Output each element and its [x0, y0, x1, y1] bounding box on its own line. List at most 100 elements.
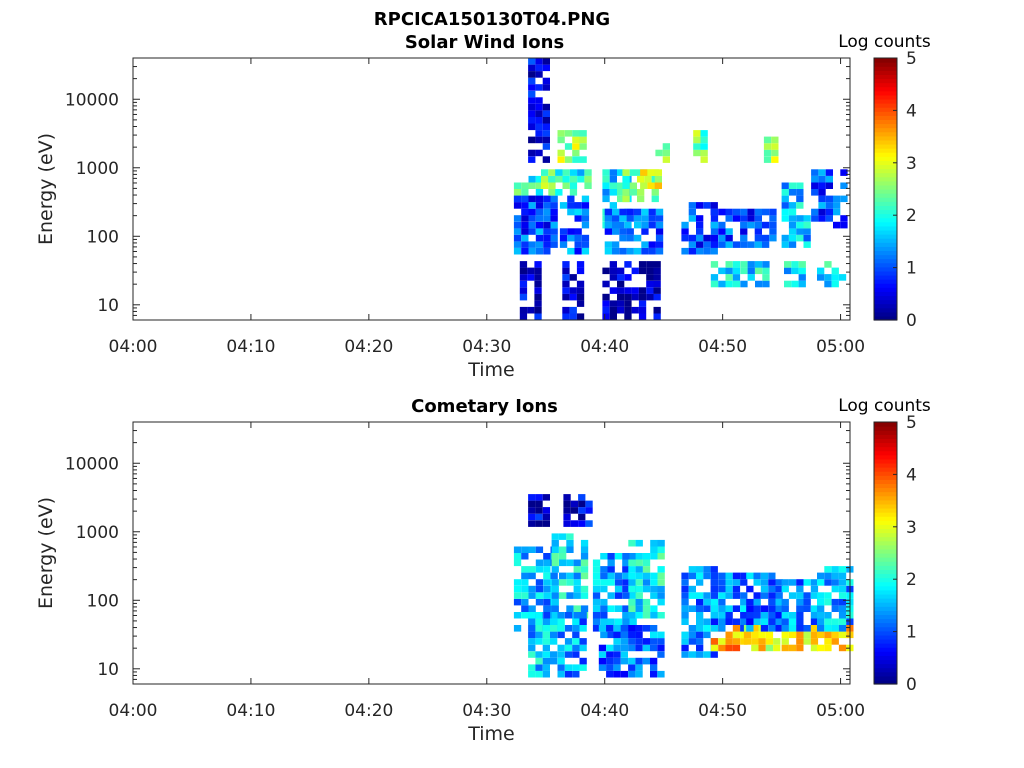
heatmap-cell: [612, 208, 620, 216]
heatmap-cell: [725, 234, 733, 242]
heatmap-cell: [580, 572, 589, 580]
heatmap-cell: [635, 566, 643, 573]
heatmap-cell: [653, 280, 661, 288]
heatmap-cell: [528, 625, 536, 632]
heatmap-cell: [710, 215, 719, 222]
heatmap-cell: [653, 306, 661, 314]
heatmap-cell: [791, 261, 799, 268]
colorbar-segment: [874, 139, 897, 145]
heatmap-cell: [569, 287, 577, 294]
panel-title: Solar Wind Ions: [405, 32, 564, 53]
heatmap-cell: [824, 592, 832, 599]
heatmap-cell: [833, 195, 841, 203]
heatmap-cell: [513, 592, 522, 599]
heatmap-cell: [535, 175, 544, 183]
heatmap-cell: [564, 638, 573, 645]
heatmap-cell: [831, 572, 839, 580]
heatmap-cell: [624, 300, 632, 307]
heatmap-cell: [567, 202, 575, 209]
heatmap-cell: [740, 592, 748, 599]
heatmap-cell: [796, 625, 804, 632]
axes-box: [132, 57, 851, 321]
y-tick-label: 100: [87, 591, 119, 611]
heatmap-cell: [551, 533, 559, 540]
heatmap-cell: [825, 202, 833, 209]
heatmap-cell: [617, 274, 625, 281]
heatmap-cell: [622, 559, 630, 567]
heatmap-cell: [654, 169, 662, 176]
heatmap-cell: [559, 546, 567, 553]
colorbar-segment: [874, 598, 897, 603]
heatmap-cell: [628, 657, 636, 665]
heatmap-cell: [696, 625, 704, 632]
heatmap-cell: [573, 612, 581, 619]
heatmap-cell: [638, 300, 647, 307]
heatmap-cell: [541, 175, 549, 183]
heatmap-cell: [635, 631, 643, 639]
heatmap-cell: [543, 572, 551, 580]
colorbar-segment: [874, 614, 897, 620]
colorbar-segment: [874, 184, 897, 190]
heatmap-cell: [696, 579, 704, 586]
heatmap-cell: [817, 631, 825, 639]
heatmap-cell: [629, 592, 637, 599]
heatmap-cell: [781, 189, 789, 196]
heatmap-cell: [528, 195, 536, 203]
heatmap-cell: [572, 638, 580, 645]
colorbar-segment: [874, 107, 897, 112]
heatmap-cell: [710, 592, 719, 599]
colorbar-segment: [874, 172, 897, 178]
colorbar-segment: [874, 143, 897, 149]
heatmap-cell: [817, 572, 825, 580]
heatmap-cell: [535, 202, 544, 209]
heatmap-cell: [602, 306, 610, 314]
heatmap-cell: [703, 651, 711, 658]
heatmap-cell: [740, 625, 748, 632]
heatmap-cell: [833, 208, 841, 216]
heatmap-cell: [681, 592, 689, 599]
heatmap-cell: [562, 267, 570, 275]
heatmap-cell: [602, 169, 610, 176]
colorbar-segment: [874, 70, 897, 75]
heatmap-cell: [542, 631, 550, 639]
heatmap-cell: [519, 293, 528, 301]
heatmap-cell: [562, 287, 570, 294]
heatmap-cell: [557, 612, 565, 619]
heatmap-cell: [700, 136, 708, 144]
colorbar-segment: [874, 246, 897, 251]
heatmap-cell: [550, 208, 558, 216]
heatmap-cell: [642, 598, 651, 606]
heatmap-cell: [617, 287, 625, 294]
heatmap-cell: [551, 612, 559, 619]
heatmap-cell: [572, 625, 580, 632]
heatmap-cell: [696, 644, 704, 652]
heatmap-cell: [653, 274, 661, 281]
heatmap-cell: [824, 631, 832, 639]
heatmap-cell: [640, 169, 648, 176]
heatmap-cell: [696, 592, 704, 599]
heatmap-cell: [803, 579, 811, 586]
heatmap-cell: [543, 566, 551, 573]
heatmap-cell: [519, 287, 528, 294]
heatmap-cell: [628, 670, 636, 678]
heatmap-cell: [519, 306, 528, 314]
colorbar-segment: [874, 581, 897, 587]
heatmap-cell: [710, 234, 719, 242]
colorbar-segment: [874, 512, 897, 517]
heatmap-cell: [567, 228, 575, 235]
heatmap-cell: [769, 208, 777, 216]
heatmap-cell: [831, 631, 839, 639]
colorbar-segment: [874, 679, 897, 685]
heatmap-cell: [550, 572, 558, 580]
heatmap-cell: [535, 631, 543, 639]
heatmap-cell: [824, 274, 832, 281]
heatmap-cell: [609, 300, 617, 307]
heatmap-cell: [763, 156, 772, 163]
heatmap-cell: [710, 241, 719, 248]
heatmap-cell: [613, 638, 621, 645]
heatmap-cell: [592, 605, 601, 612]
colorbar-segment: [874, 569, 897, 575]
heatmap-cell: [681, 572, 689, 580]
heatmap-cell: [760, 605, 769, 612]
colorbar-segment: [874, 66, 897, 71]
